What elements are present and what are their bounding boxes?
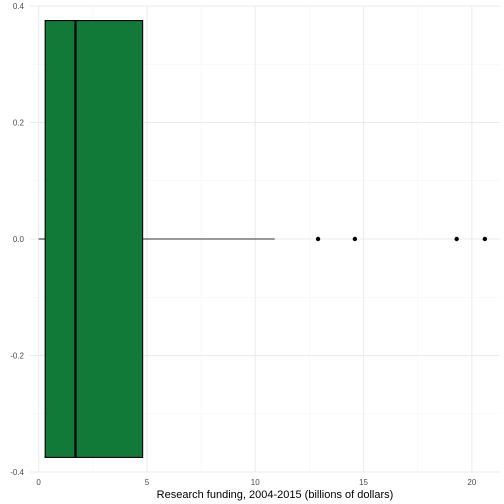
y-tick-label: 0.4	[13, 2, 25, 11]
y-axis: -0.4 -0.2 0.0 0.2 0.4	[10, 2, 24, 477]
y-tick-label: 0.0	[13, 235, 25, 244]
x-axis: 0 5 10 15 20	[36, 478, 476, 487]
x-tick-label: 20	[467, 478, 476, 487]
plot-area	[38, 20, 488, 458]
outlier-point	[315, 236, 321, 242]
y-tick-label: 0.2	[13, 119, 25, 128]
box-iqr	[44, 20, 144, 458]
y-tick-label: -0.2	[10, 352, 24, 361]
outlier-point	[482, 236, 488, 242]
outlier-point	[454, 236, 459, 242]
x-axis-title: Research funding, 2004-2015 (billions of…	[157, 489, 394, 501]
x-tick-label: 15	[359, 478, 368, 487]
outlier-point	[352, 236, 358, 242]
x-tick-label: 0	[36, 478, 41, 487]
x-tick-label: 5	[145, 478, 150, 487]
y-tick-label: -0.4	[10, 468, 24, 477]
x-tick-label: 10	[251, 478, 260, 487]
